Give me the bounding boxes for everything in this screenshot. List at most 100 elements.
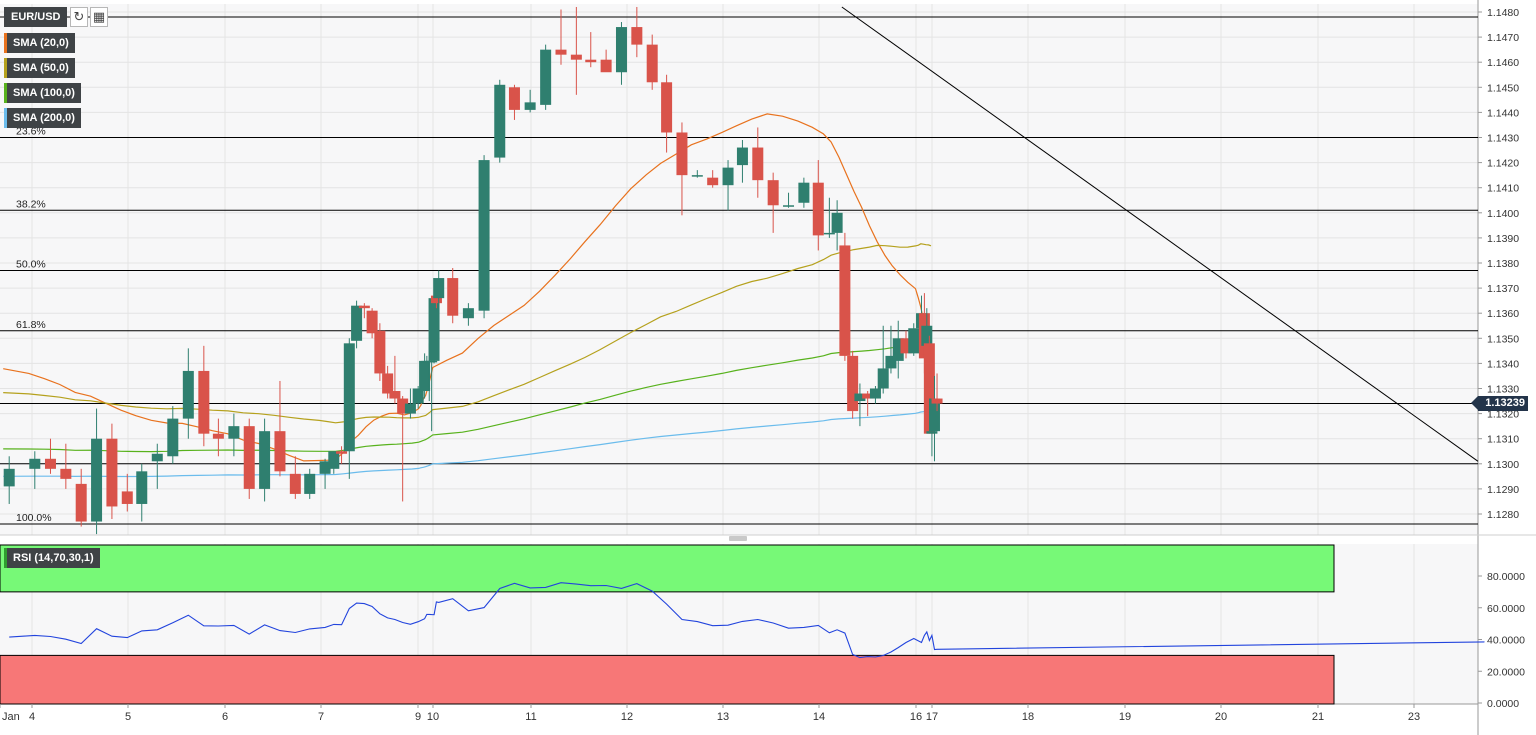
time-tick-label: 9 xyxy=(415,711,421,723)
price-panel-bg xyxy=(0,4,1478,535)
legend-sma-200[interactable]: SMA (200,0) xyxy=(4,108,81,128)
price-tick-label: 1.1440 xyxy=(1487,107,1519,119)
fib-level-label: 50.0% xyxy=(16,259,46,271)
candle-body xyxy=(167,418,179,457)
candle-body xyxy=(336,451,348,454)
price-tick-label: 1.1300 xyxy=(1487,459,1519,471)
sma-50-swatch xyxy=(4,58,7,78)
current-price-tag: 1.13239 xyxy=(1471,396,1528,411)
time-tick-label: 14 xyxy=(813,711,825,723)
candle-body xyxy=(91,438,103,522)
rsi-swatch xyxy=(4,548,7,568)
sma-100-line xyxy=(3,340,932,453)
time-tick-label: 7 xyxy=(318,711,324,723)
price-tick-label: 1.1390 xyxy=(1487,233,1519,245)
legend-rsi[interactable]: RSI (14,70,30,1) xyxy=(4,548,100,568)
time-tick-label: 4 xyxy=(29,711,35,723)
calendar-icon[interactable]: ▦ xyxy=(90,7,108,27)
candle-body xyxy=(274,431,286,472)
price-tick-label: 1.1400 xyxy=(1487,208,1519,220)
candle-body xyxy=(106,438,118,507)
candle-body xyxy=(60,468,72,479)
candle-body xyxy=(366,310,378,334)
candle-body xyxy=(862,393,874,399)
price-tick-label: 1.1340 xyxy=(1487,358,1519,370)
rsi-tick-label: 0.0000 xyxy=(1487,698,1519,710)
candle-body xyxy=(646,44,658,83)
candle-body xyxy=(212,433,224,439)
price-tick-label: 1.1430 xyxy=(1487,133,1519,145)
time-tick-label: 20 xyxy=(1215,711,1227,723)
price-tick-label: 1.1470 xyxy=(1487,32,1519,44)
time-tick-label: 6 xyxy=(222,711,228,723)
candle-body xyxy=(328,451,340,469)
symbol-label[interactable]: EUR/USD xyxy=(4,7,67,27)
legend-sma-100[interactable]: SMA (100,0) xyxy=(4,83,81,103)
candle-body xyxy=(462,308,474,319)
candle-body xyxy=(198,370,210,434)
price-tick-label: 1.1360 xyxy=(1487,308,1519,320)
candle-body xyxy=(877,368,889,389)
candle-body xyxy=(661,82,673,133)
candle-body xyxy=(29,458,41,469)
candle-body xyxy=(524,102,536,110)
time-tick-label: 12 xyxy=(621,711,633,723)
fib-level-label: 61.8% xyxy=(16,319,46,331)
candle-body xyxy=(900,338,912,354)
candle-body xyxy=(839,245,851,356)
candle-body xyxy=(389,391,401,399)
candle-body xyxy=(228,426,240,439)
legend-sma-100-label: SMA (100,0) xyxy=(13,87,75,99)
candle-body xyxy=(44,458,56,469)
candle-body xyxy=(304,473,316,494)
price-tick-label: 1.1420 xyxy=(1487,158,1519,170)
price-tick-label: 1.1290 xyxy=(1487,484,1519,496)
candle-body xyxy=(926,431,938,434)
candle-body xyxy=(892,338,904,361)
candle-body xyxy=(615,27,627,73)
refresh-icon[interactable]: ↻ xyxy=(70,7,88,27)
rsi-tick-label: 80.0000 xyxy=(1487,571,1525,583)
price-tick-label: 1.1350 xyxy=(1487,333,1519,345)
candle-body xyxy=(151,453,163,462)
candle-body xyxy=(783,205,795,207)
candle-body xyxy=(908,328,920,354)
candle-body xyxy=(243,426,255,489)
legend-sma-200-label: SMA (200,0) xyxy=(13,112,75,124)
candle-body xyxy=(430,295,442,304)
price-tick-label: 1.1280 xyxy=(1487,509,1519,521)
legend-sma-50[interactable]: SMA (50,0) xyxy=(4,58,75,78)
pane-resize-handle[interactable] xyxy=(729,536,747,541)
candle-body xyxy=(823,232,835,235)
candle-body xyxy=(182,370,194,419)
candle-body xyxy=(736,147,748,166)
candle-body xyxy=(447,278,459,316)
candle-body xyxy=(921,325,933,346)
legend-sma-20[interactable]: SMA (20,0) xyxy=(4,33,75,53)
time-tick-label: 18 xyxy=(1022,711,1034,723)
candle-body xyxy=(928,398,940,432)
sma-200-swatch xyxy=(4,108,7,128)
candle-body xyxy=(426,360,438,363)
candle-body xyxy=(397,398,409,414)
candle-body xyxy=(419,360,431,392)
rsi-oversold-zone xyxy=(0,654,1335,705)
price-tick-label: 1.1410 xyxy=(1487,183,1519,195)
price-tick-label: 1.1310 xyxy=(1487,434,1519,446)
time-tick-label: 16 xyxy=(910,711,922,723)
candle-body xyxy=(351,305,363,341)
time-tick-label: 10 xyxy=(427,711,439,723)
fib-level-label: 23.6% xyxy=(16,126,46,138)
candle-body xyxy=(812,182,824,236)
candle-body xyxy=(358,305,370,309)
candle-body xyxy=(259,431,271,489)
rsi-overbought-zone xyxy=(0,544,1335,593)
candle-body xyxy=(433,278,445,299)
candle-body xyxy=(847,355,859,412)
candle-body xyxy=(3,468,15,487)
time-tick-label: 21 xyxy=(1312,711,1324,723)
candle-body xyxy=(691,175,703,177)
candle-body xyxy=(752,147,764,181)
price-tick-label: 1.1380 xyxy=(1487,258,1519,270)
